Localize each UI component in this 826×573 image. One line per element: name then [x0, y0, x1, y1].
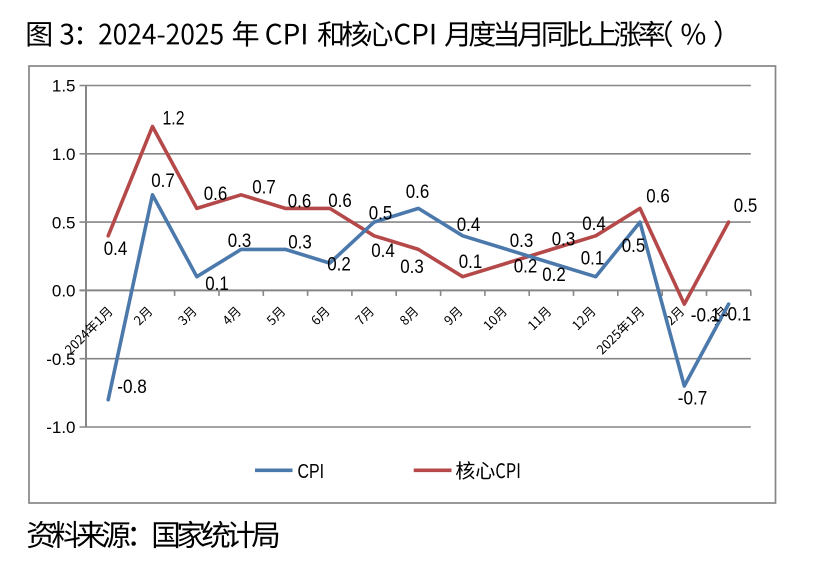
- svg-text:0.5: 0.5: [52, 213, 76, 232]
- svg-text:-0.7: -0.7: [678, 389, 708, 410]
- svg-text:0.3: 0.3: [288, 233, 312, 254]
- svg-text:CPI: CPI: [298, 461, 325, 483]
- svg-text:0.7: 0.7: [252, 178, 276, 199]
- svg-text:0.6: 0.6: [646, 187, 670, 208]
- svg-text:0.3: 0.3: [400, 257, 424, 278]
- svg-text:0.7: 0.7: [151, 171, 175, 192]
- svg-text:0.4: 0.4: [457, 215, 481, 236]
- svg-text:-1.0: -1.0: [46, 418, 75, 437]
- svg-text:1.5: 1.5: [52, 77, 76, 96]
- svg-text:1.0: 1.0: [52, 145, 76, 164]
- svg-text:0.2: 0.2: [327, 255, 351, 276]
- svg-text:0.5: 0.5: [734, 196, 758, 217]
- svg-text:-0.8: -0.8: [117, 377, 147, 398]
- svg-text:0.3: 0.3: [228, 231, 252, 252]
- svg-text:0.3: 0.3: [552, 230, 576, 251]
- svg-text:0.5: 0.5: [622, 236, 646, 257]
- svg-text:0.1: 0.1: [581, 249, 605, 270]
- svg-text:0.5: 0.5: [369, 204, 393, 225]
- svg-text:0.4: 0.4: [104, 239, 128, 260]
- svg-text:0.6: 0.6: [406, 182, 430, 203]
- svg-text:-0.5: -0.5: [46, 350, 75, 369]
- svg-text:0.2: 0.2: [542, 265, 566, 286]
- svg-text:0.2: 0.2: [514, 257, 538, 278]
- svg-text:0.4: 0.4: [371, 241, 395, 262]
- svg-text:0.1: 0.1: [205, 274, 229, 295]
- svg-text:0.4: 0.4: [582, 214, 606, 235]
- svg-text:0.6: 0.6: [328, 191, 352, 212]
- svg-text:0.6: 0.6: [204, 184, 228, 205]
- svg-text:0.1: 0.1: [459, 252, 483, 273]
- svg-text:0.3: 0.3: [510, 231, 534, 252]
- svg-text:0.6: 0.6: [288, 192, 312, 213]
- svg-text:-0.1: -0.1: [722, 305, 752, 326]
- svg-text:0.0: 0.0: [52, 282, 76, 301]
- svg-text:-0.1: -0.1: [691, 306, 721, 327]
- svg-text:1.2: 1.2: [163, 109, 185, 130]
